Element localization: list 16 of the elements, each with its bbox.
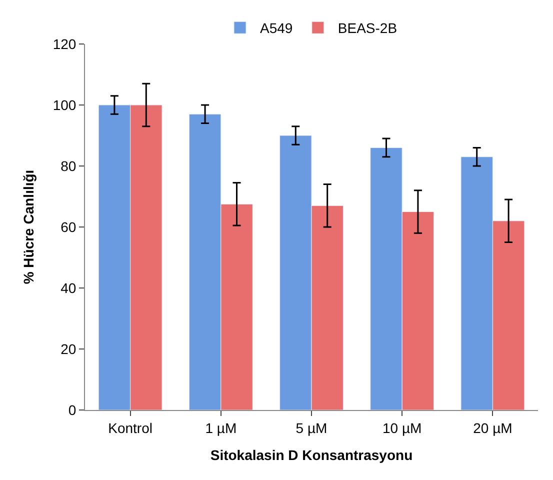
legend-label: BEAS-2B — [338, 20, 398, 36]
y-axis-title: % Hücre Canlılığı — [20, 170, 36, 284]
y-tick-label: 0 — [68, 402, 76, 418]
x-tick-label: 20 µM — [473, 420, 512, 436]
y-tick-label: 60 — [60, 218, 76, 235]
x-tick-label: 10 µM — [382, 420, 422, 436]
x-axis-title: Sitokalasin D Konsantrasyonu — [210, 447, 413, 464]
y-tick-label: 40 — [60, 280, 76, 296]
x-tick-label: Kontrol — [108, 420, 152, 436]
y-tick-label: 20 — [60, 340, 76, 357]
y-tick-label: 120 — [52, 36, 76, 52]
y-tick-label: 80 — [60, 158, 76, 174]
legend-label: A549 — [260, 20, 293, 36]
x-tick-label: 1 µM — [205, 420, 237, 436]
y-tick-label: 100 — [52, 96, 76, 113]
x-tick-label: 5 µM — [296, 420, 328, 436]
